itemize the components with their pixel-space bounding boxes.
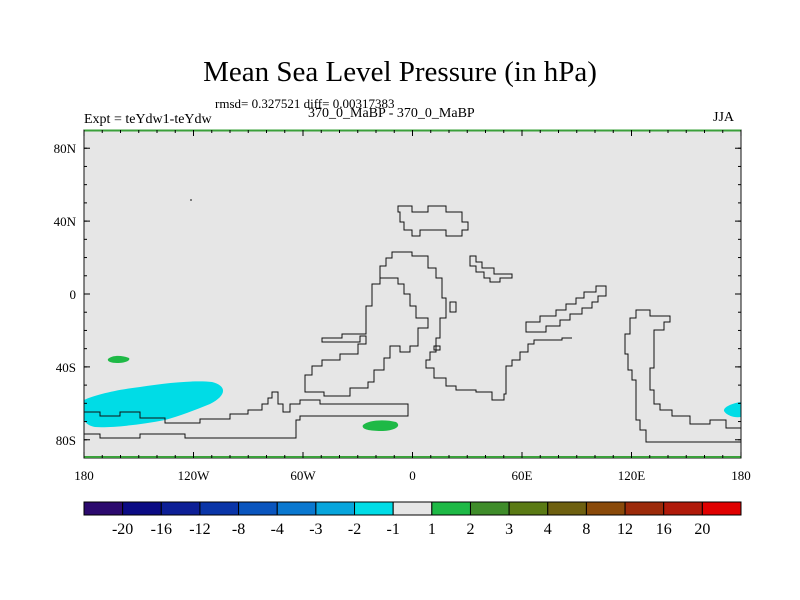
colorbar-label: 20 (694, 521, 710, 538)
colorbar-box (83, 501, 124, 516)
colorbar-box (469, 501, 510, 516)
x-tick-label: 60E (512, 468, 533, 483)
x-tick-label: 0 (409, 468, 416, 483)
middle-east-coastline (469, 255, 513, 283)
south-america-coastline (304, 277, 429, 397)
colorbar: -20 -16 -12 -8 -4 -3 -2 -1 1 2 3 4 8 12 16 20 (83, 501, 742, 538)
colorbar-label: -2 (348, 521, 361, 538)
colorbar-label: 2 (466, 521, 474, 538)
y-tick-label: 80S (56, 433, 76, 448)
colorbar-box (354, 501, 394, 516)
colorbar-label: -12 (189, 521, 210, 538)
colorbar-label: 1 (428, 521, 436, 538)
season-label: JJA (713, 110, 735, 125)
colorbar-label: 16 (656, 521, 672, 538)
y-tick-label: 40S (56, 360, 76, 375)
antarctica-east-coastline (624, 309, 741, 443)
colorbar-label: 8 (582, 521, 590, 538)
colorbar-label: -8 (232, 521, 245, 538)
africa-coastline (379, 251, 572, 401)
colorbar-label: -16 (151, 521, 172, 538)
asia-coastline (525, 285, 607, 333)
colorbar-label: -4 (271, 521, 284, 538)
island-small-2 (433, 345, 441, 351)
colorbar-label: 3 (505, 521, 513, 538)
experiment-label: Expt = teYdw1-teYdw (84, 112, 212, 127)
colorbar-box (238, 501, 278, 516)
colorbar-label: -1 (387, 521, 400, 538)
x-tick-label: 120E (618, 468, 646, 483)
x-tick-label: 180 (74, 468, 94, 483)
coastlines (84, 199, 741, 443)
colorbar-label: 4 (544, 521, 552, 538)
x-tick-label: 60W (290, 468, 316, 483)
rmsd-diff-stats: rmsd= 0.327521 diff= 0.00317383 (215, 96, 395, 111)
colorbar-label: -20 (112, 521, 133, 538)
positive-anomaly-south-atlantic (362, 420, 399, 431)
x-axis: 180 120W 60W 0 60E 120E 180 (74, 130, 751, 483)
y-tick-label: 80N (54, 141, 77, 156)
colorbar-box (547, 501, 587, 516)
colorbar-box (392, 501, 433, 516)
antarctica-coastline (84, 391, 409, 439)
colorbar-box (276, 501, 317, 516)
colorbar-box (585, 501, 626, 516)
island-small (449, 301, 457, 313)
x-tick-label: 120W (178, 468, 211, 483)
colorbar-box (663, 501, 703, 516)
colorbar-box (624, 501, 665, 516)
colorbar-label: -3 (309, 521, 322, 538)
y-tick-label: 0 (70, 287, 77, 302)
y-tick-label: 40N (54, 214, 77, 229)
negative-anomaly-dateline (723, 402, 741, 418)
positive-anomaly-small (107, 355, 130, 363)
colorbar-box (701, 501, 742, 516)
colorbar-box (431, 501, 471, 516)
colorbar-box (508, 501, 549, 516)
colorbar-box (160, 501, 201, 516)
page-title: Mean Sea Level Pressure (in hPa) (203, 56, 597, 88)
colorbar-box (315, 501, 356, 516)
colorbar-label: 12 (617, 521, 633, 538)
colorbar-box (199, 501, 240, 516)
y-axis: 80N 40N 0 40S 80S (54, 141, 741, 448)
europe-coastline (397, 205, 469, 237)
x-tick-label: 180 (731, 468, 751, 483)
colorbar-box (122, 501, 162, 516)
experiment-names: 370_0_MaBP - 370_0_MaBP (308, 106, 475, 121)
